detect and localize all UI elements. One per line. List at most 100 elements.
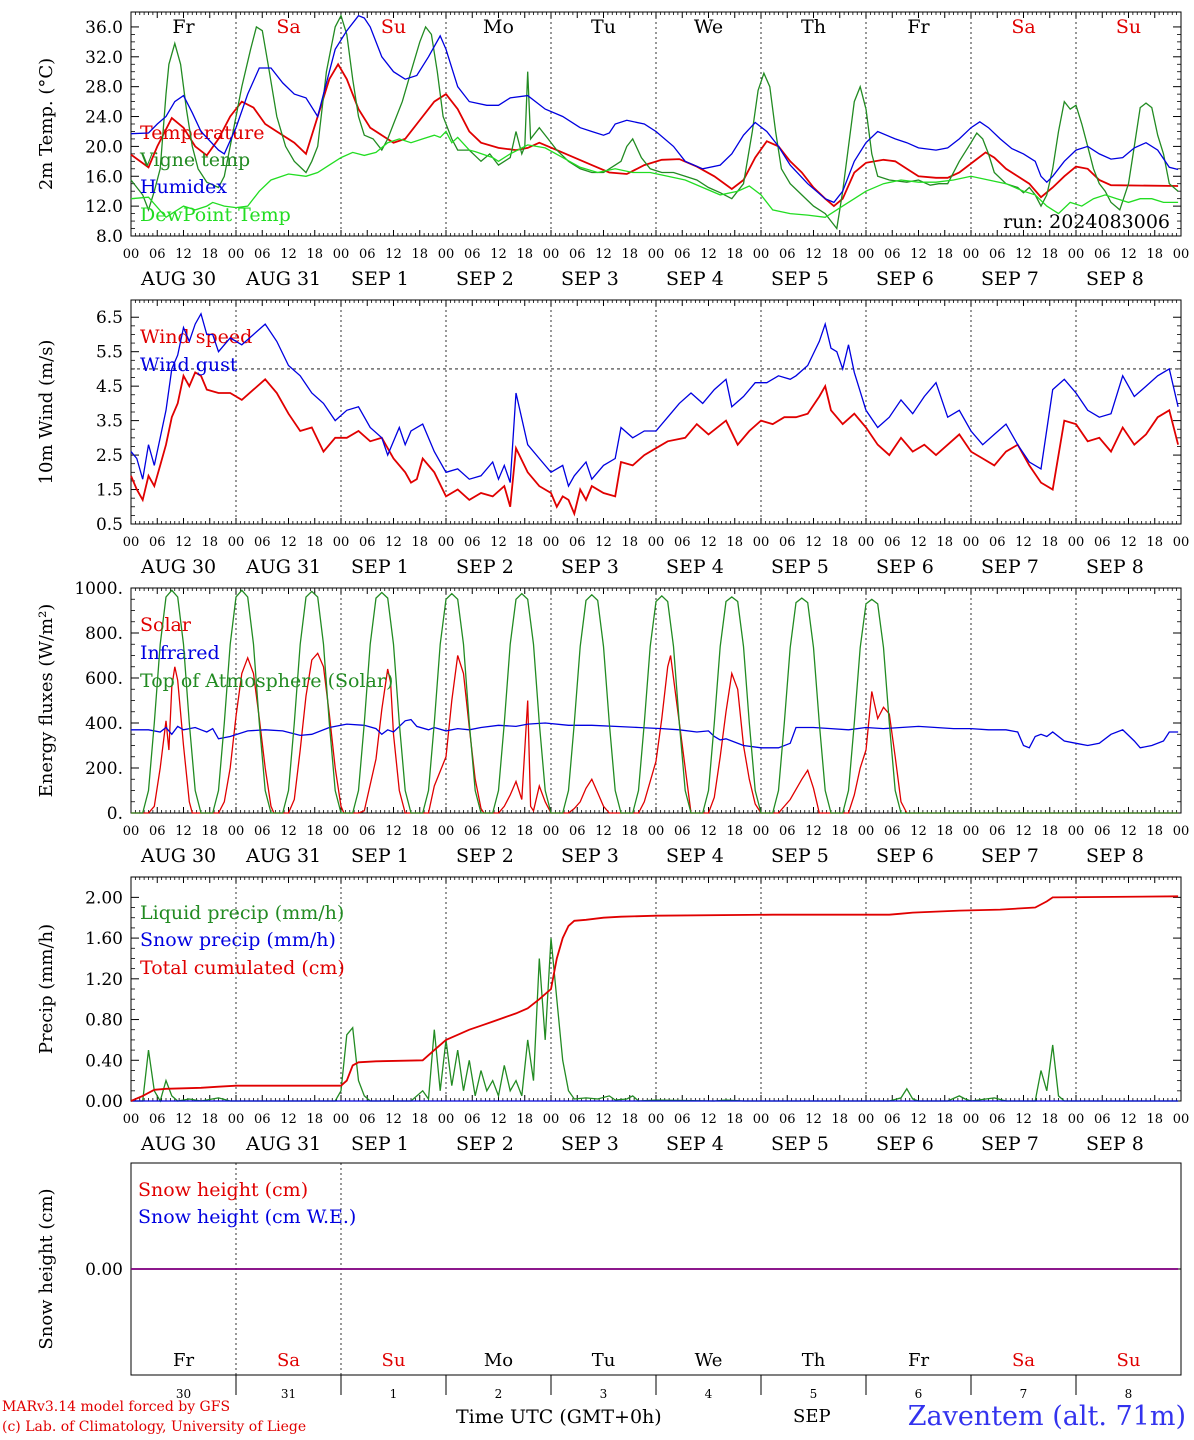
station-title: Zaventem (alt. 71m) <box>907 1401 1186 1432</box>
temperature-hour-label: 00 <box>753 247 770 262</box>
snow-dow-label: Sa <box>1012 1350 1035 1371</box>
wind-date-label: AUG 31 <box>245 556 321 578</box>
precip-hour-label: 12 <box>175 1112 192 1127</box>
temperature-hour-label: 18 <box>936 247 953 262</box>
wind-hour-label: 00 <box>963 535 980 550</box>
energy-series-infrared <box>131 718 1179 749</box>
precip-date-label: SEP 3 <box>561 1133 619 1155</box>
wind-hour-label: 06 <box>674 535 691 550</box>
energy-y-tick-label: 600. <box>85 669 123 689</box>
temperature-y-tick-label: 20.0 <box>85 137 123 157</box>
energy-y-axis-label: Energy fluxes (W/m²) <box>36 604 57 798</box>
precip-hour-label: 00 <box>753 1112 770 1127</box>
wind-hour-label: 12 <box>910 535 927 550</box>
wind-hour-label: 18 <box>831 535 848 550</box>
snow-day-number: 30 <box>176 1387 191 1401</box>
temperature-hour-label: 06 <box>884 247 901 262</box>
wind-hour-label: 18 <box>306 535 323 550</box>
energy-hour-label: 18 <box>516 824 533 839</box>
snow-day-number: 5 <box>810 1387 818 1401</box>
wind-hour-label: 06 <box>359 535 376 550</box>
temperature-hour-label: 18 <box>726 247 743 262</box>
energy-y-tick-label: 1000. <box>74 579 123 599</box>
wind-hour-label: 12 <box>805 535 822 550</box>
wind-date-label: SEP 4 <box>666 556 724 578</box>
energy-hour-label: 06 <box>254 824 271 839</box>
wind-hour-label: 06 <box>149 535 166 550</box>
wind-y-tick-label: 6.5 <box>96 308 123 328</box>
temperature-hour-label: 12 <box>1015 247 1032 262</box>
snow-day-number: 1 <box>390 1387 398 1401</box>
precip-date-label: SEP 5 <box>771 1133 829 1155</box>
energy-legend-2: Top of Atmosphere (Solar) <box>140 670 393 692</box>
temperature-hour-label: 12 <box>280 247 297 262</box>
precip-hour-label: 18 <box>831 1112 848 1127</box>
dow-label: Su <box>381 16 406 38</box>
precip-hour-label: 18 <box>726 1112 743 1127</box>
temperature-y-tick-label: 8.0 <box>96 227 123 247</box>
snow-day-number: 31 <box>281 1387 296 1401</box>
temperature-hour-label: 18 <box>1041 247 1058 262</box>
dow-label: Fr <box>172 16 195 38</box>
precip-hour-label: 00 <box>543 1112 560 1127</box>
precip-date-label: AUG 30 <box>140 1133 216 1155</box>
snow-day-number: 8 <box>1125 1387 1133 1401</box>
energy-hour-label: 06 <box>359 824 376 839</box>
energy-hour-label: 00 <box>648 824 665 839</box>
wind-y-tick-label: 0.5 <box>96 515 123 535</box>
precip-hour-label: 18 <box>936 1112 953 1127</box>
precip-series-total-cumulated-cm <box>130 895 1179 1102</box>
snow-dow-label: Mo <box>484 1350 513 1371</box>
precip-hour-label: 06 <box>569 1112 586 1127</box>
snow-day-number: 6 <box>915 1387 923 1401</box>
temperature-y-tick-label: 28.0 <box>85 78 123 98</box>
dow-label: We <box>694 16 723 38</box>
energy-hour-label: 12 <box>805 824 822 839</box>
dow-label: Th <box>801 16 826 38</box>
temperature-hour-label: 18 <box>1146 247 1163 262</box>
temperature-hour-label: 00 <box>858 247 875 262</box>
precip-y-tick-label: 0.80 <box>85 1011 123 1031</box>
wind-hour-label: 00 <box>1173 535 1190 550</box>
wind-date-label: SEP 7 <box>981 556 1039 578</box>
wind-hour-label: 12 <box>595 535 612 550</box>
wind-hour-label: 00 <box>228 535 245 550</box>
precip-hour-label: 18 <box>306 1112 323 1127</box>
precip-hour-label: 18 <box>516 1112 533 1127</box>
temperature-hour-label: 12 <box>1120 247 1137 262</box>
temperature-hour-label: 12 <box>385 247 402 262</box>
precip-hour-label: 12 <box>490 1112 507 1127</box>
temperature-hour-label: 18 <box>621 247 638 262</box>
energy-hour-label: 18 <box>831 824 848 839</box>
wind-date-label: SEP 6 <box>876 556 934 578</box>
precip-legend-2: Total cumulated (cm) <box>140 957 345 979</box>
wind-series-wind-gust <box>130 312 1179 488</box>
energy-hour-label: 12 <box>175 824 192 839</box>
temperature-series-temperature <box>130 62 1179 208</box>
energy-hour-label: 00 <box>123 824 140 839</box>
temperature-date-label: AUG 30 <box>140 268 216 290</box>
energy-hour-label: 00 <box>438 824 455 839</box>
temperature-y-tick-label: 24.0 <box>85 108 123 128</box>
snow-day-number: 7 <box>1020 1387 1028 1401</box>
precip-hour-label: 06 <box>464 1112 481 1127</box>
wind-hour-label: 06 <box>884 535 901 550</box>
precip-hour-label: 00 <box>858 1112 875 1127</box>
wind-hour-label: 06 <box>464 535 481 550</box>
precip-hour-label: 06 <box>1094 1112 1111 1127</box>
precip-hour-label: 18 <box>1146 1112 1163 1127</box>
energy-date-label: SEP 6 <box>876 845 934 867</box>
wind-hour-label: 00 <box>438 535 455 550</box>
energy-hour-label: 18 <box>411 824 428 839</box>
wind-hour-label: 00 <box>1068 535 1085 550</box>
energy-hour-label: 00 <box>228 824 245 839</box>
precip-y-tick-label: 1.20 <box>85 970 123 990</box>
wind-hour-label: 06 <box>569 535 586 550</box>
energy-hour-label: 06 <box>779 824 796 839</box>
energy-date-label: SEP 1 <box>351 845 409 867</box>
temperature-hour-label: 06 <box>359 247 376 262</box>
temperature-y-tick-label: 36.0 <box>85 18 123 38</box>
snow-legend-1: Snow height (cm W.E.) <box>138 1206 356 1228</box>
temperature-y-axis-label: 2m Temp. (°C) <box>36 58 57 190</box>
